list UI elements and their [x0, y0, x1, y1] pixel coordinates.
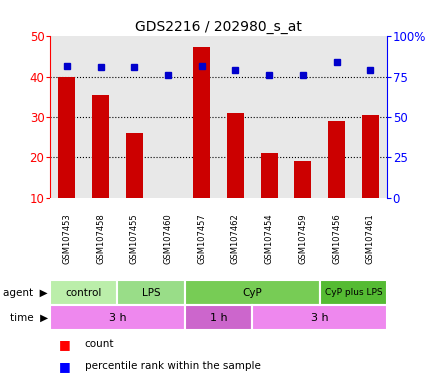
Text: GSM107458: GSM107458	[96, 214, 105, 265]
Bar	[319, 280, 386, 305]
Text: GSM107460: GSM107460	[163, 214, 172, 265]
Bar	[125, 133, 142, 198]
Bar	[327, 121, 344, 198]
Bar	[117, 280, 184, 305]
Text: GSM107459: GSM107459	[298, 214, 307, 264]
Text: 1 h: 1 h	[209, 313, 227, 323]
Text: GSM107456: GSM107456	[331, 214, 340, 265]
Text: ■: ■	[59, 338, 70, 351]
Text: GSM107462: GSM107462	[230, 214, 240, 265]
Text: CyP plus LPS: CyP plus LPS	[324, 288, 381, 297]
Bar	[92, 95, 109, 198]
Bar	[294, 162, 311, 198]
Bar	[50, 305, 184, 330]
Bar	[361, 115, 378, 198]
Bar	[50, 280, 117, 305]
Text: ■: ■	[59, 360, 70, 373]
Bar	[184, 280, 319, 305]
Text: GSM107453: GSM107453	[62, 214, 71, 265]
Text: CyP: CyP	[242, 288, 262, 298]
Bar	[252, 305, 386, 330]
Text: count: count	[85, 339, 114, 349]
Text: LPS: LPS	[141, 288, 160, 298]
Text: 3 h: 3 h	[108, 313, 126, 323]
Bar	[159, 198, 176, 236]
Text: GSM107457: GSM107457	[197, 214, 206, 265]
Text: time  ▶: time ▶	[10, 313, 48, 323]
Text: percentile rank within the sample: percentile rank within the sample	[85, 361, 260, 371]
Bar	[184, 305, 252, 330]
Text: GSM107461: GSM107461	[365, 214, 374, 265]
Bar	[193, 46, 210, 198]
Title: GDS2216 / 202980_s_at: GDS2216 / 202980_s_at	[135, 20, 301, 34]
Bar	[58, 77, 75, 198]
Text: GSM107455: GSM107455	[129, 214, 138, 264]
Bar	[227, 113, 243, 198]
Text: control: control	[66, 288, 102, 298]
Bar	[260, 154, 277, 198]
Text: 3 h: 3 h	[310, 313, 328, 323]
Text: agent  ▶: agent ▶	[3, 288, 48, 298]
Text: GSM107454: GSM107454	[264, 214, 273, 264]
